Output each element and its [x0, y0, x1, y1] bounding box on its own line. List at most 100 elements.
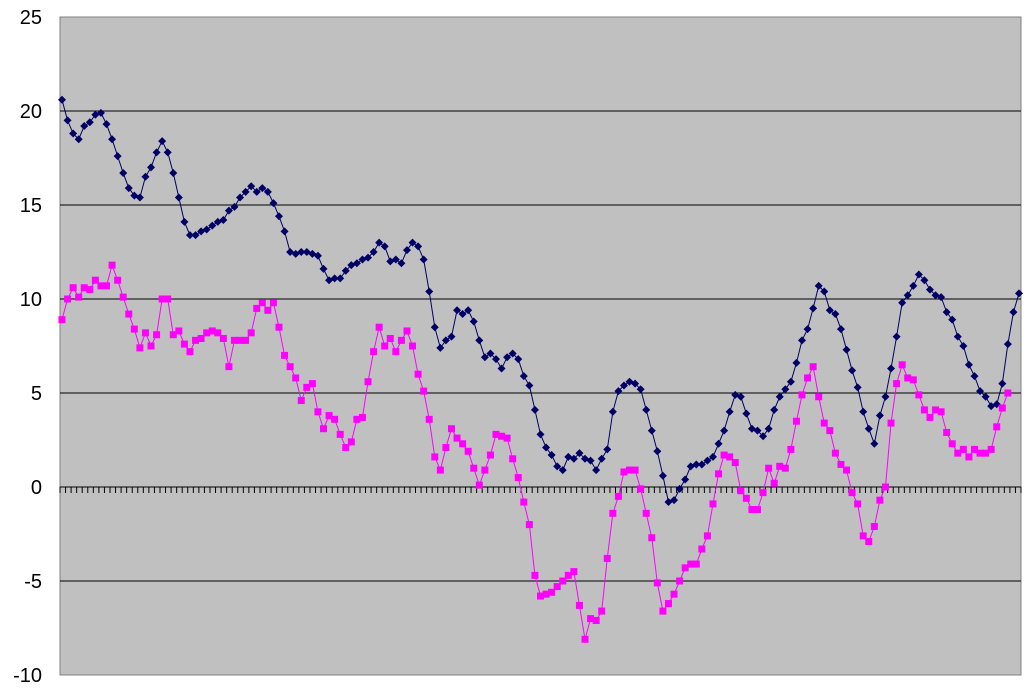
- data-point: [959, 445, 967, 453]
- data-point: [258, 184, 267, 193]
- gridlines: [60, 110, 1021, 582]
- data-point: [953, 332, 962, 341]
- data-point: [459, 440, 467, 448]
- data-point: [431, 453, 439, 461]
- data-point: [125, 310, 133, 318]
- data-point: [420, 387, 428, 395]
- data-point: [720, 451, 728, 459]
- y-axis: 25 20 15 10 5 0 -5 -10: [13, 7, 42, 687]
- data-point: [831, 310, 840, 319]
- data-point: [542, 590, 550, 598]
- data-point: [124, 184, 133, 193]
- data-point: [1015, 289, 1023, 298]
- data-point: [269, 299, 277, 307]
- data-point: [925, 285, 934, 294]
- data-point: [436, 466, 444, 474]
- data-point: [598, 607, 606, 615]
- data-point: [892, 332, 901, 341]
- data-point: [592, 466, 601, 475]
- data-point: [69, 284, 77, 292]
- data-point: [402, 246, 411, 255]
- data-point: [692, 460, 701, 469]
- data-point: [197, 334, 205, 342]
- data-point: [658, 471, 667, 480]
- data-point: [158, 295, 166, 303]
- data-point: [169, 331, 177, 339]
- data-point: [281, 351, 289, 359]
- data-point: [937, 293, 946, 302]
- data-point: [909, 376, 917, 384]
- data-point: [837, 460, 845, 468]
- data-point: [676, 577, 684, 585]
- data-point: [692, 560, 700, 568]
- data-point: [603, 554, 611, 562]
- data-point: [926, 413, 934, 421]
- data-point: [364, 378, 372, 386]
- data-point: [63, 116, 72, 125]
- data-point: [708, 452, 717, 461]
- data-point: [725, 407, 734, 416]
- data-point: [408, 238, 417, 247]
- data-point: [993, 423, 1001, 431]
- data-point: [297, 248, 306, 256]
- data-point: [230, 336, 238, 344]
- data-point: [103, 282, 111, 290]
- data-point: [965, 453, 973, 461]
- data-point: [653, 447, 662, 456]
- data-point: [136, 344, 144, 352]
- data-point: [898, 361, 906, 369]
- data-point: [75, 293, 83, 301]
- data-point: [536, 430, 545, 439]
- data-point: [915, 391, 923, 399]
- data-point: [391, 255, 400, 264]
- data-point: [409, 342, 417, 350]
- data-point: [247, 182, 256, 191]
- data-point: [286, 363, 294, 371]
- data-point: [430, 323, 439, 332]
- data-point: [792, 358, 801, 367]
- data-point: [414, 370, 422, 378]
- data-point: [247, 329, 255, 337]
- data-point: [898, 298, 907, 307]
- data-point: [804, 374, 812, 382]
- data-point: [320, 425, 328, 433]
- data-point: [626, 466, 634, 474]
- data-point: [932, 406, 940, 414]
- data-point: [909, 281, 918, 290]
- data-point: [681, 475, 690, 484]
- data-point: [570, 568, 578, 576]
- data-point: [904, 374, 912, 382]
- data-point: [336, 430, 344, 438]
- data-point: [842, 345, 851, 354]
- data-point: [887, 364, 896, 373]
- data-point: [765, 464, 773, 472]
- data-point: [519, 372, 528, 381]
- data-point: [469, 317, 478, 326]
- y-tick-label: 15: [20, 195, 42, 217]
- data-point: [97, 282, 105, 290]
- data-point: [498, 432, 506, 440]
- data-point: [786, 377, 795, 386]
- series-layer: [58, 95, 1023, 643]
- data-point: [263, 187, 272, 196]
- data-point: [982, 449, 990, 457]
- data-point: [670, 590, 678, 598]
- data-point: [364, 253, 373, 262]
- data-point: [798, 336, 807, 345]
- data-point: [169, 169, 178, 178]
- data-point: [152, 148, 161, 157]
- data-point: [453, 434, 461, 442]
- data-point: [147, 163, 156, 172]
- data-point: [225, 363, 233, 371]
- data-point: [242, 336, 250, 344]
- data-point: [653, 579, 661, 587]
- data-point: [219, 216, 228, 225]
- data-point: [214, 329, 222, 337]
- data-point: [503, 434, 511, 442]
- data-point: [69, 129, 78, 138]
- data-point: [848, 366, 857, 375]
- data-point: [64, 295, 72, 303]
- data-point: [893, 380, 901, 388]
- data-point: [954, 449, 962, 457]
- data-point: [759, 489, 767, 497]
